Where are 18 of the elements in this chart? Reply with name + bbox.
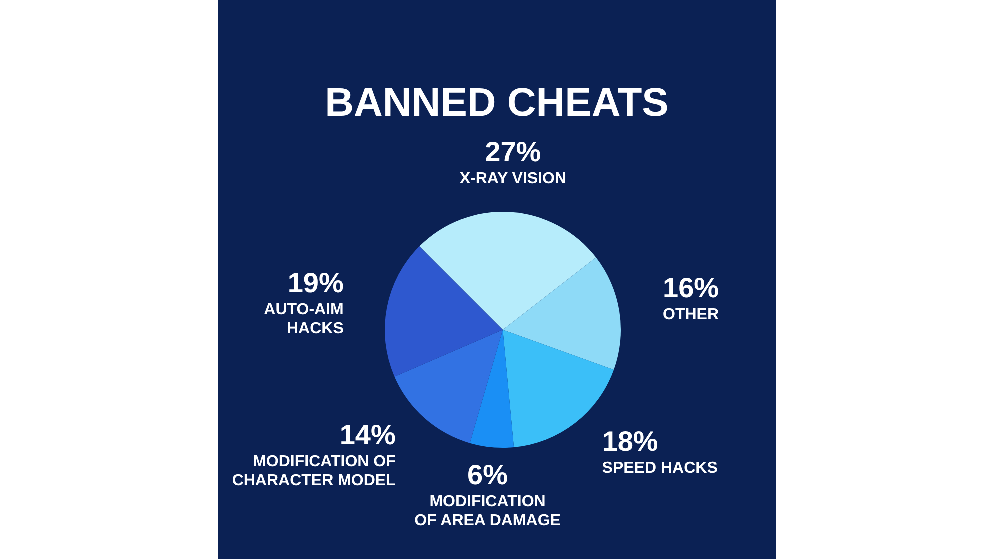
- pie-slice: [503, 258, 621, 370]
- data-label: 6%: [468, 459, 508, 490]
- slice-label: SPEED HACKS: [602, 460, 718, 478]
- pie-slice: [394, 330, 503, 444]
- pie-slice: [385, 246, 503, 377]
- slice-label: MODIFICATION OF AREA DAMAGE: [414, 493, 562, 530]
- data-label: 16%: [663, 272, 720, 304]
- data-label: 19%: [288, 268, 344, 299]
- slice-label: OTHER: [663, 306, 720, 324]
- data-label: 27%: [485, 136, 542, 168]
- data-label: 18%: [602, 426, 658, 458]
- data-label: 14%: [340, 420, 396, 451]
- pie-slice: [470, 330, 514, 448]
- slice-label: AUTO-AIM HACKS: [264, 302, 344, 338]
- slice-label: MODIFICATION OF CHARACTER MODEL: [232, 454, 396, 490]
- chart-title: BANNED CHEATS: [325, 81, 669, 125]
- slice-label: X-RAY VISION: [460, 170, 567, 188]
- pie-slice: [420, 212, 596, 330]
